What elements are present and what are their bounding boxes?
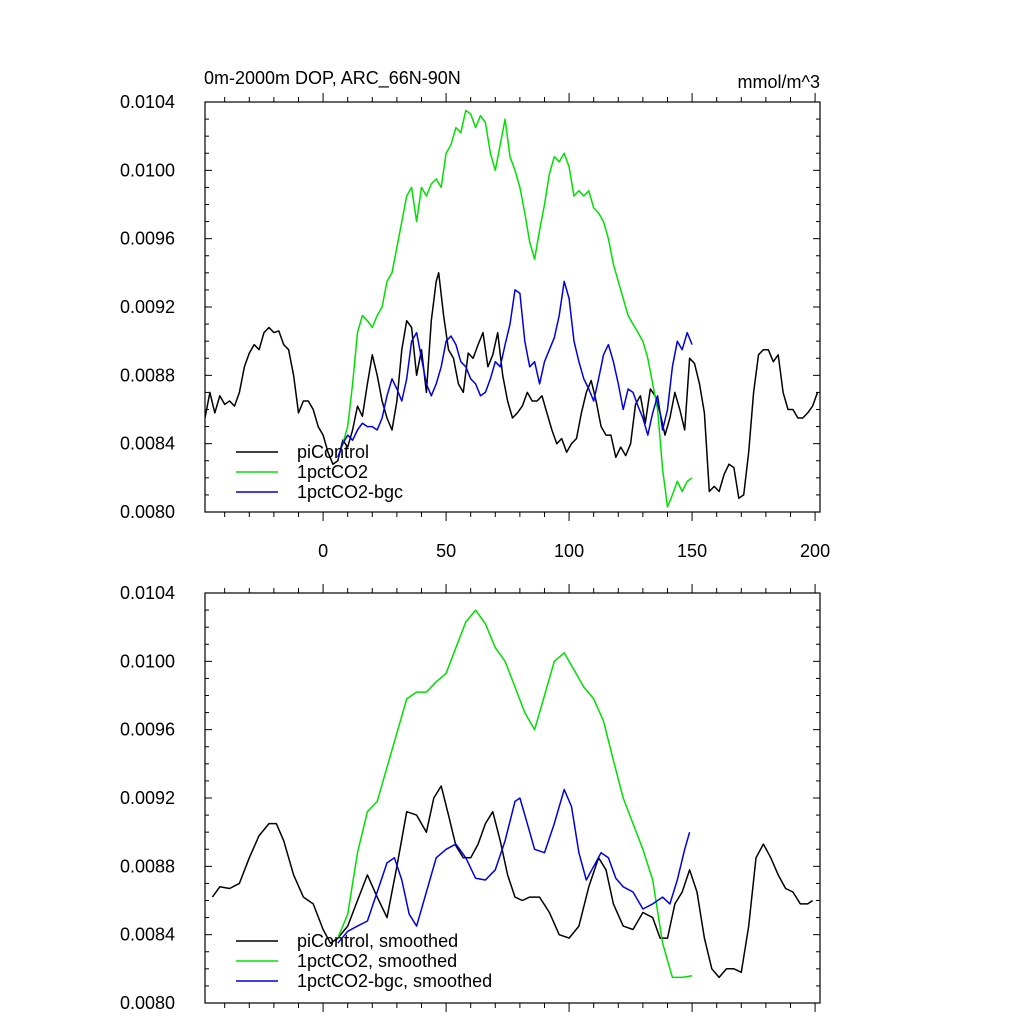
y-tick-label: 0.0084 xyxy=(120,434,175,454)
chart-title: 0m-2000m DOP, ARC_66N-90N xyxy=(204,68,461,89)
x-tick-label: 0 xyxy=(318,541,328,561)
legend-label-1: 1pctCO2 xyxy=(297,462,368,482)
y-tick-label: 0.0080 xyxy=(120,993,175,1013)
series-line-1 xyxy=(342,109,693,508)
series-line-2 xyxy=(337,788,691,944)
series-line-1 xyxy=(337,609,693,979)
legend-label-0: piControl xyxy=(297,442,369,462)
legend-label-2: 1pctCO2-bgc xyxy=(297,482,403,502)
y-tick-label: 0.0104 xyxy=(120,583,175,603)
series-line-0 xyxy=(211,785,814,979)
legend-label-1: 1pctCO2, smoothed xyxy=(297,951,457,971)
series-line-2 xyxy=(337,280,693,458)
legend-label-0: piControl, smoothed xyxy=(297,931,458,951)
y-tick-label: 0.0104 xyxy=(120,92,175,112)
x-tick-label: 50 xyxy=(436,541,456,561)
legend-label-2: 1pctCO2-bgc, smoothed xyxy=(297,971,492,991)
y-tick-label: 0.0080 xyxy=(120,502,175,522)
y-tick-label: 0.0092 xyxy=(120,788,175,808)
panel-top: 0.0080 0.0084 0.0088 0.0092 0.0096 0.0100 0.01… xyxy=(120,92,830,561)
y-tick-label: 0.0096 xyxy=(120,229,175,249)
y-tick-label: 0.0096 xyxy=(120,720,175,740)
series-line-0 xyxy=(205,272,819,500)
y-tick-label: 0.0100 xyxy=(120,160,175,180)
panel-bottom: 0.0080 0.0084 0.0088 0.0092 0.0096 0.0100 0.01… xyxy=(120,583,821,1013)
y-tick-label: 0.0092 xyxy=(120,297,175,317)
y-tick-label: 0.0088 xyxy=(120,365,175,385)
units-label: mmol/m^3 xyxy=(738,72,820,92)
y-tick-label: 0.0100 xyxy=(120,651,175,671)
x-tick-label: 150 xyxy=(677,541,707,561)
y-tick-label: 0.0088 xyxy=(120,856,175,876)
x-tick-label: 200 xyxy=(800,541,830,561)
x-tick-label: 100 xyxy=(554,541,584,561)
y-tick-label: 0.0084 xyxy=(120,925,175,945)
